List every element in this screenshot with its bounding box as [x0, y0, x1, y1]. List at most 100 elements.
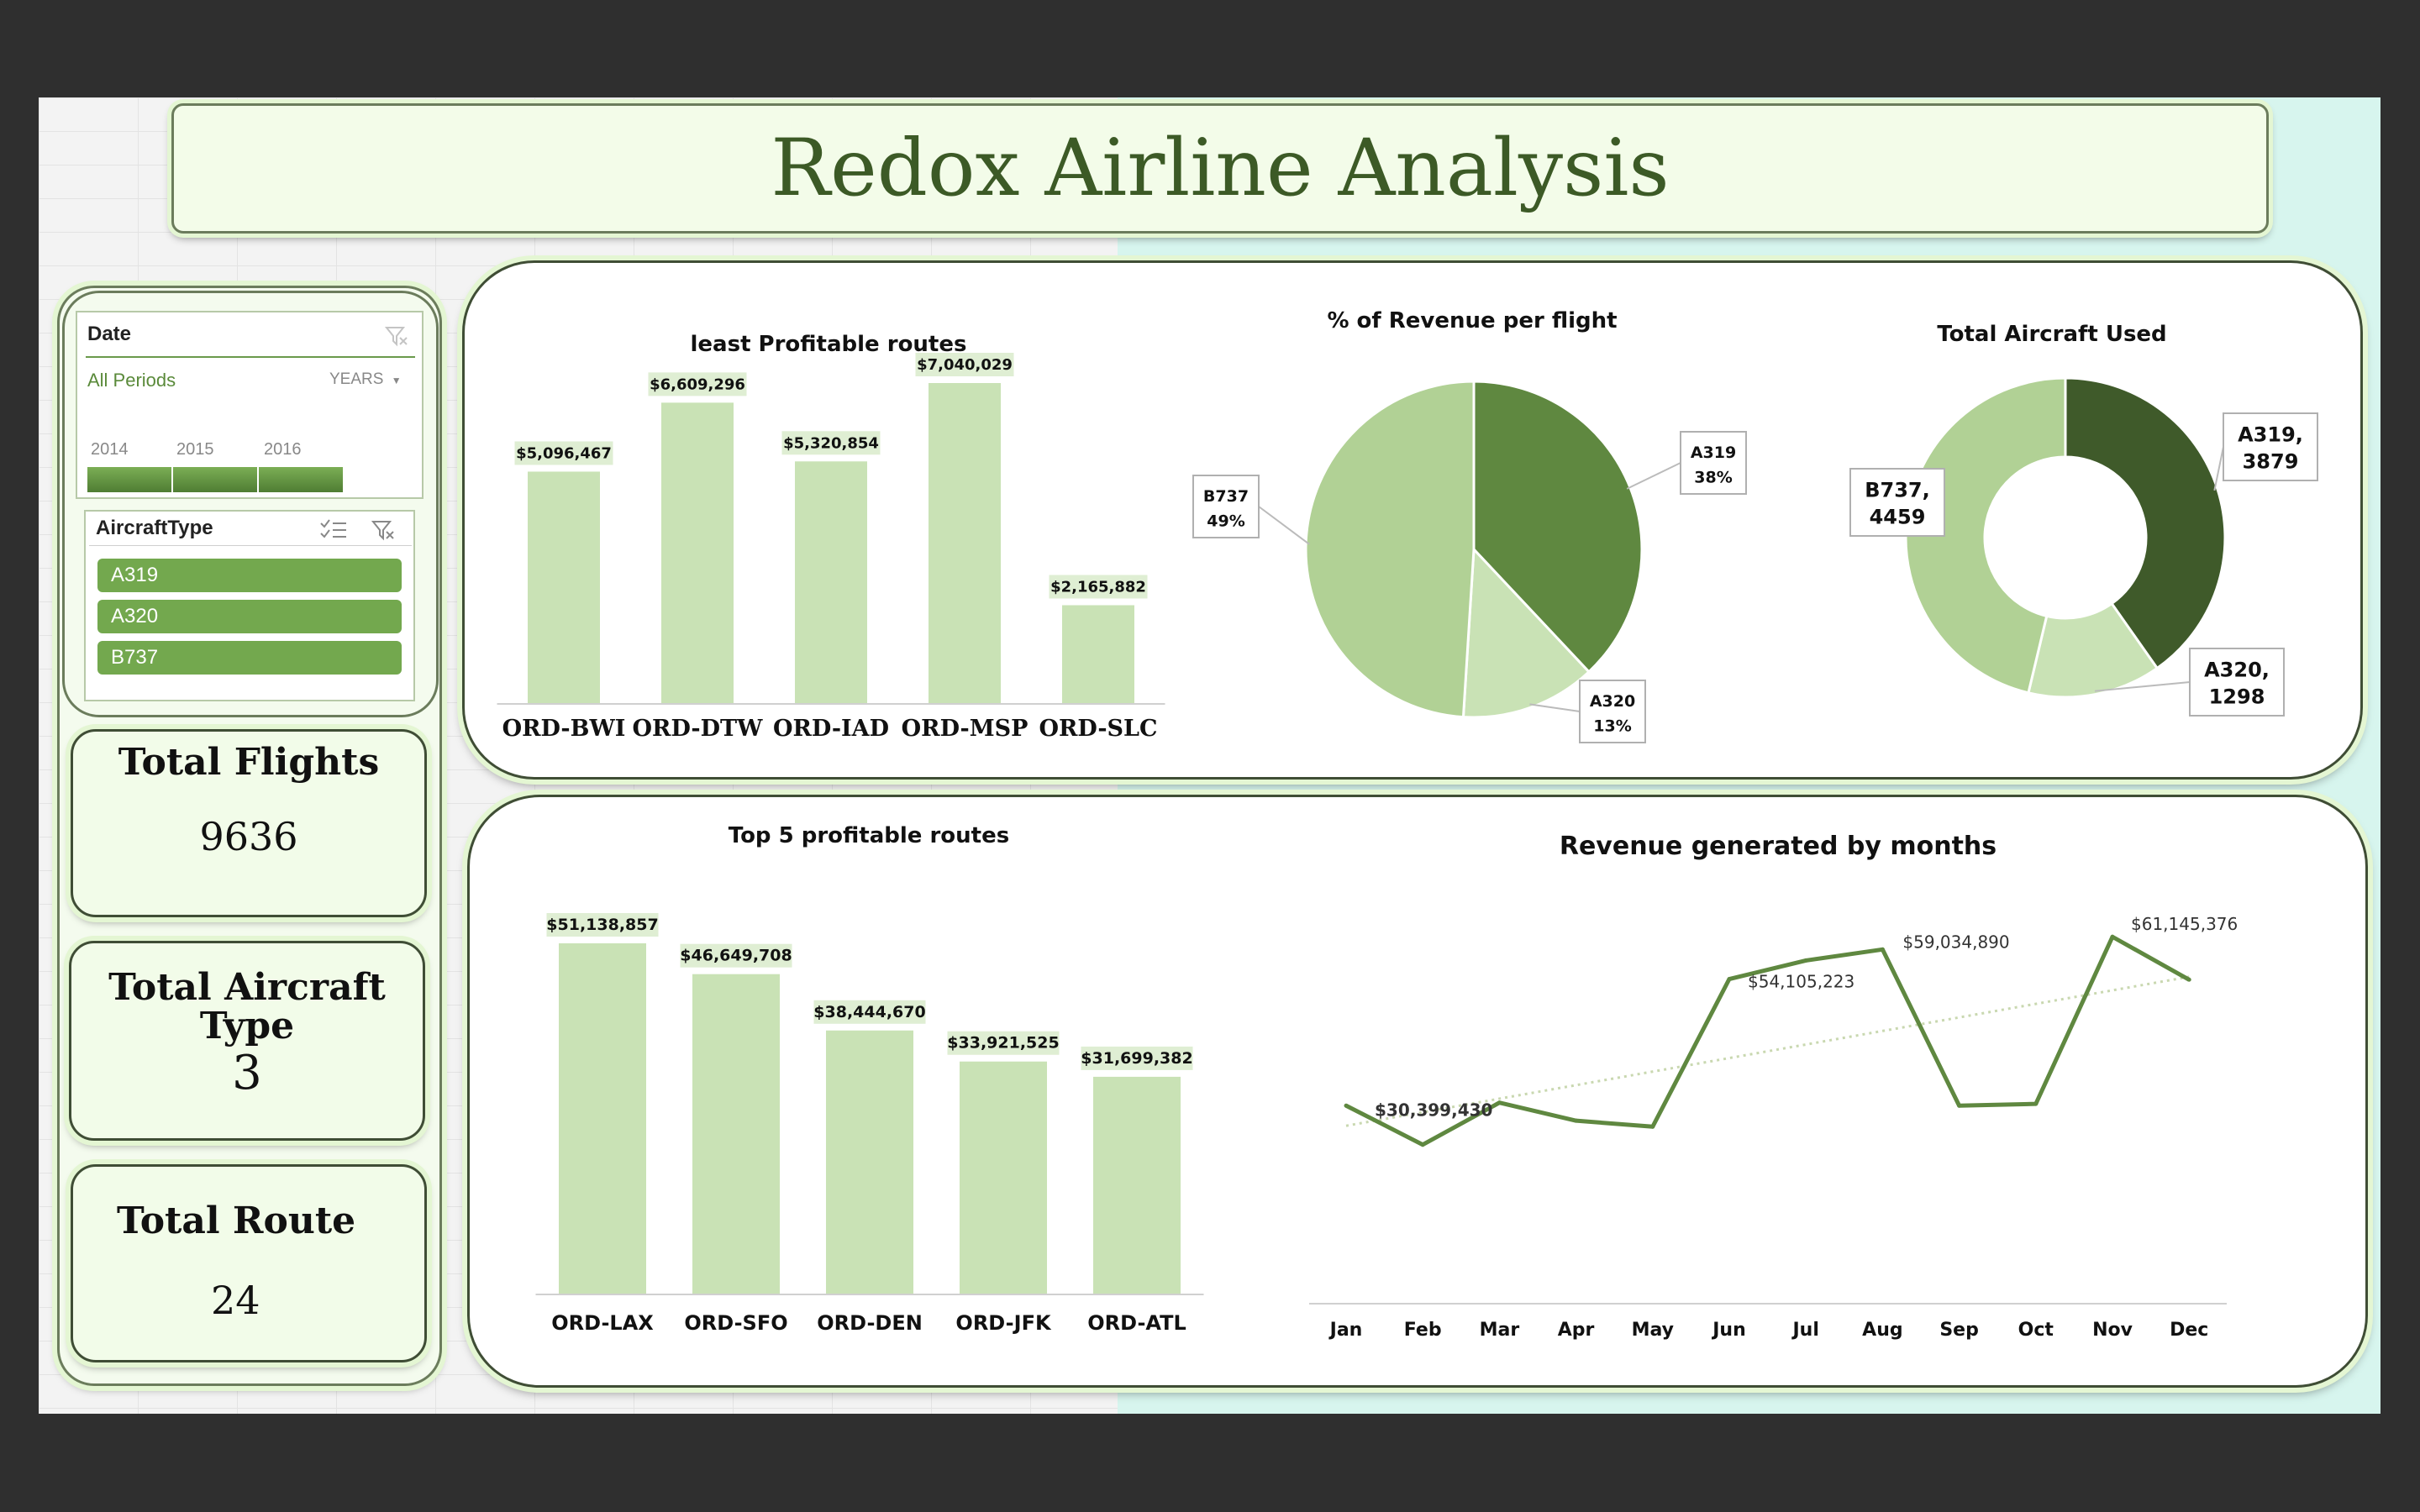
callout-box [2223, 412, 2318, 481]
all-periods-label: All Periods [87, 370, 176, 391]
kpi-label: Total Flights [118, 741, 380, 784]
data-annotation: $61,145,376 [2131, 914, 2238, 934]
multi-select-icon[interactable] [319, 518, 350, 542]
callout-box [1849, 468, 1945, 537]
category-label: ORD-DEN [817, 1311, 923, 1335]
aircraft-slicer-header: AircraftType [96, 517, 213, 539]
month-label: Aug [1862, 1320, 1902, 1341]
callout-box [1579, 680, 1646, 743]
data-annotation: $54,105,223 [1748, 972, 1854, 992]
slice-value-label: 13% [1593, 717, 1631, 736]
year-label-2014: 2014 [91, 440, 129, 459]
slicer-item-a320[interactable]: A320 [97, 600, 402, 633]
slice-value-label: 38% [1694, 469, 1732, 487]
leader-line [1626, 462, 1681, 490]
slicer-item-b737[interactable]: B737 [97, 641, 402, 675]
leader-line [1529, 703, 1581, 712]
clear-filter-icon[interactable] [370, 518, 397, 542]
pie-slice-a319 [2064, 376, 2227, 670]
category-label: ORD-DTW [633, 716, 764, 742]
month-label: May [1632, 1320, 1674, 1341]
leader-line [2213, 446, 2224, 491]
month-label: Sep [1939, 1320, 1979, 1341]
kpi-total-route: Total Route 24 [71, 1164, 427, 1362]
month-label: Jan [1328, 1320, 1363, 1341]
data-annotation: $59,034,890 [1902, 932, 2009, 952]
kpi-total-aircraft-type: Total Aircraft Type 3 [69, 941, 425, 1141]
kpi-value: 9636 [199, 814, 298, 859]
timeline-bar-2016[interactable] [259, 467, 343, 492]
data-label-bg [648, 372, 747, 396]
bar [559, 943, 646, 1294]
year-label-2016: 2016 [264, 440, 302, 459]
data-point [1727, 977, 1732, 982]
data-label-bg [915, 353, 1014, 376]
title-banner: Redox Airline Analysis [171, 103, 2269, 234]
data-label: $33,921,525 [947, 1034, 1059, 1053]
category-label: ORD-SFO [684, 1311, 787, 1335]
revenue-per-flight-pie: % of Revenue per flight A319 38% A320 13% B7… [1192, 308, 1747, 743]
data-point [1420, 1142, 1425, 1147]
month-label: Feb [1404, 1320, 1442, 1341]
timeline-bar-2014[interactable] [87, 467, 171, 492]
chevron-down-icon: ▼ [391, 375, 402, 386]
bar [661, 402, 734, 704]
slicer-item-a319[interactable]: A319 [97, 559, 402, 592]
bar [692, 974, 780, 1294]
data-label-bg [514, 441, 613, 465]
slice-value-label: 3879 [2243, 450, 2299, 474]
month-label: Nov [2092, 1320, 2133, 1341]
date-slicer[interactable]: Date All Periods YEARS ▼ 2014 2015 2016 [76, 311, 424, 499]
data-label-bg [1081, 1046, 1193, 1070]
callout-box [2189, 648, 2285, 717]
kpi-label: Total Route [117, 1200, 356, 1242]
pie-slice-b737 [1304, 380, 1476, 719]
slice-name-label: A320 [1590, 692, 1635, 711]
kpi-value: 3 [232, 1046, 262, 1100]
callout-box [1680, 431, 1747, 495]
data-point [2110, 934, 2115, 939]
date-slicer-header: Date [87, 323, 132, 345]
month-label: Jun [1711, 1320, 1746, 1341]
revenue-line [1344, 934, 2191, 1147]
data-label: $6,609,296 [650, 375, 745, 393]
bar [795, 461, 867, 704]
bar [960, 1061, 1047, 1294]
timeline-bar-2015[interactable] [173, 467, 257, 492]
data-point [2186, 977, 2191, 982]
slice-name-label: A319 [1691, 444, 1736, 462]
clear-filter-icon[interactable] [383, 324, 410, 348]
bar [826, 1030, 913, 1294]
month-label: Oct [2018, 1320, 2054, 1341]
data-point [1574, 1118, 1579, 1123]
data-point [1880, 947, 1885, 952]
dashboard-title: Redox Airline Analysis [771, 123, 1670, 214]
data-label-bg [947, 1031, 1060, 1055]
kpi-total-flights: Total Flights 9636 [71, 729, 427, 917]
data-label: $31,699,382 [1081, 1049, 1192, 1068]
category-label: ORD-ATL [1087, 1311, 1186, 1335]
leader-line [2094, 681, 2191, 692]
leader-line [1258, 506, 1310, 545]
data-point [2033, 1101, 2039, 1106]
month-label: Jul [1791, 1320, 1819, 1341]
years-dropdown-label: YEARS [329, 370, 384, 388]
pie-slice-b737 [1904, 376, 2067, 695]
data-label-bg [813, 1000, 926, 1024]
data-point [1344, 1103, 1349, 1108]
category-label: ORD-LAX [551, 1311, 654, 1335]
least-profitable-routes-chart: least Profitable routes $5,096,467ORD-BW… [497, 332, 1165, 742]
data-annotation: $30,399,430 [1375, 1100, 1492, 1120]
slice-name-label: A319, [2238, 423, 2303, 447]
trendline [1345, 975, 2190, 1127]
aircraft-type-slicer[interactable]: AircraftType A319 A320 B737 [84, 510, 415, 701]
data-label: $5,096,467 [516, 444, 612, 462]
slice-value-label: 4459 [1870, 506, 1926, 529]
years-dropdown[interactable]: YEARS ▼ [329, 370, 402, 389]
data-label-bg [680, 943, 792, 968]
slice-name-label: B737 [1203, 487, 1249, 506]
data-label: $7,040,029 [917, 356, 1013, 374]
slice-value-label: 1298 [2209, 685, 2265, 709]
data-label: $2,165,882 [1050, 578, 1146, 596]
